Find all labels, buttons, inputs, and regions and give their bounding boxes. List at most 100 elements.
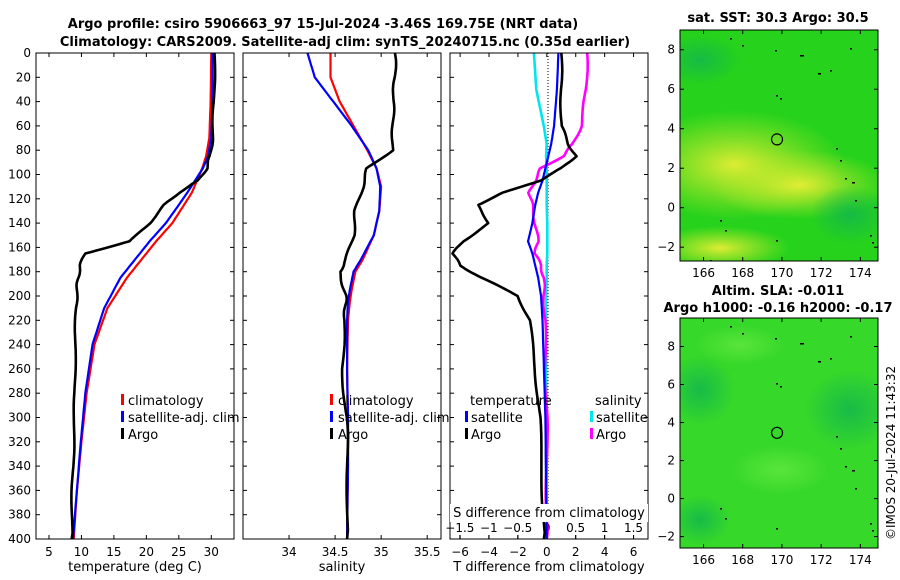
legend-swatch-sal-argo [590, 428, 593, 439]
sla-map-field [680, 318, 878, 548]
island-speck [720, 508, 722, 510]
island-speck [725, 230, 727, 232]
island-speck [800, 343, 804, 345]
series-line-satellite [71, 53, 214, 540]
s-difference-x-tick-label: 0.5 [566, 521, 585, 535]
salinity-x-tick-label: 35 [373, 545, 388, 559]
temperature-x-tick-label: 10 [74, 545, 89, 559]
depth-tick-label: 240 [8, 338, 31, 352]
series-line-salinity-argo [526, 52, 590, 540]
legend-swatch-argo [330, 428, 333, 439]
island-speck [776, 240, 778, 242]
island-speck [776, 95, 778, 97]
temperature-x-tick-label: 30 [204, 545, 219, 559]
t-difference-x-tick-label: 4 [601, 545, 609, 559]
depth-tick-label: 80 [16, 143, 31, 157]
t-difference-x-tick-label: −4 [480, 545, 498, 559]
island-speck [852, 470, 855, 472]
s-difference-x-tick-label: 1 [601, 521, 609, 535]
island-speck [742, 333, 744, 335]
sst-warm-band [680, 226, 790, 261]
salinity-panel: 34 34.5 35 35.5 salinity climatology satell… [242, 52, 450, 575]
depth-tick-label: 20 [16, 70, 31, 84]
temperature-x-tick-label: 5 [45, 545, 53, 559]
figure-title-line2: Climatology: CARS2009. Satellite-adj cli… [60, 35, 630, 50]
legend-label-temp-argo: Argo [471, 428, 501, 443]
map-x-tick-label: 172 [810, 553, 833, 567]
temperature-legend: climatology satellite-adj. clim Argo [121, 394, 240, 443]
t-difference-x-ticks: −6 −4 −2 0 2 4 6 [451, 53, 637, 559]
map-y-tick-label: 2 [667, 161, 675, 175]
legend-label-sal-argo: Argo [596, 428, 626, 443]
s-difference-x-tick-label: −1.5 [445, 521, 474, 535]
map-x-tick-label: 170 [770, 266, 793, 280]
island-speck [836, 148, 838, 150]
sla-map-frame [679, 317, 879, 549]
depth-tick-label: 100 [8, 168, 31, 182]
legend-swatch-temp-satellite [465, 411, 468, 422]
t-difference-x-tick-label: −2 [509, 545, 527, 559]
map-x-tick-label: 172 [810, 266, 833, 280]
island-speck [730, 326, 732, 328]
map-x-tick-label: 174 [849, 266, 872, 280]
s-difference-x-tick-label: −0.5 [503, 521, 532, 535]
map-y-tick-label: −2 [657, 240, 675, 254]
map-y-tick-label: −2 [657, 530, 675, 544]
island-speck [780, 386, 782, 388]
sst-map-panel: sat. SST: 30.3 Argo: 30.5 166 168 170 172 17… [657, 11, 879, 280]
depth-tick-label: 40 [16, 95, 31, 109]
s-difference-x-ticks: −1.5 −1 −0.5 0 0.5 1 1.5 [445, 521, 643, 539]
salinity-x-tick-label: 34.5 [322, 545, 349, 559]
sla-map-panel: Altim. SLA: -0.011 Argo h1000: -0.16 h20… [657, 284, 892, 567]
island-speck [845, 178, 847, 180]
depth-tick-label: 340 [8, 459, 31, 473]
depth-tick-label: 180 [8, 265, 31, 279]
map-y-tick-label: 8 [667, 340, 675, 354]
temperature-panel: 0204060801001201401601802002202402602803… [8, 46, 648, 575]
depth-tick-label: 120 [8, 192, 31, 206]
sst-map-title: sat. SST: 30.3 Argo: 30.5 [687, 11, 868, 26]
island-speck [775, 338, 777, 340]
island-speck [742, 45, 744, 47]
series-line-climatology [329, 53, 383, 540]
depth-tick-label: 320 [8, 435, 31, 449]
sst-cool-patch [680, 35, 740, 85]
sla-map-subtitle: Argo h1000: -0.16 h2000: -0.17 [663, 301, 892, 316]
t-difference-xlabel: T difference from climatology [452, 560, 645, 575]
sla-low-patch [680, 495, 730, 545]
island-speck [725, 518, 727, 520]
s-difference-xlabel: S difference from climatology [453, 506, 645, 521]
series-line-temperature-argo [451, 52, 578, 540]
island-speck [775, 50, 777, 52]
legend-swatch-temp-argo [465, 428, 468, 439]
difference-legend: temperature satellite Argo salinity sate… [465, 394, 648, 443]
legend-swatch-argo [121, 428, 124, 439]
t-difference-x-tick-label: 2 [572, 545, 580, 559]
island-speck [855, 200, 857, 202]
map-y-tick-label: 4 [667, 416, 675, 430]
legend-label-climatology: climatology [338, 394, 414, 409]
salinity-lines [306, 52, 398, 540]
legend-title-salinity: salinity [595, 394, 642, 409]
island-speck [776, 528, 778, 530]
legend-swatch-satellite [121, 411, 124, 422]
depth-tick-label: 300 [8, 411, 31, 425]
sla-low-patch [680, 355, 735, 425]
island-speck [872, 242, 874, 244]
legend-label-temp-satellite: satellite [471, 411, 523, 426]
island-speck [850, 336, 852, 338]
temperature-lines [70, 52, 217, 540]
depth-axis-ticks: 0 20 40 60 80 100 120 140 160 180 200 220 240 260 280 3… [8, 46, 648, 546]
series-line-climatology [72, 52, 213, 540]
temperature-x-ticks: 5 10 15 20 25 30 [45, 53, 219, 559]
map-x-tick-label: 166 [692, 266, 715, 280]
map-y-tick-label: 0 [667, 201, 675, 215]
temperature-xlabel: temperature (deg C) [68, 560, 202, 575]
series-line-argo [339, 52, 398, 540]
island-speck [830, 70, 832, 72]
map-y-tick-label: 8 [667, 43, 675, 57]
difference-lines [451, 52, 590, 540]
map-x-tick-label: 170 [770, 553, 793, 567]
map-y-tick-label: 6 [667, 378, 675, 392]
